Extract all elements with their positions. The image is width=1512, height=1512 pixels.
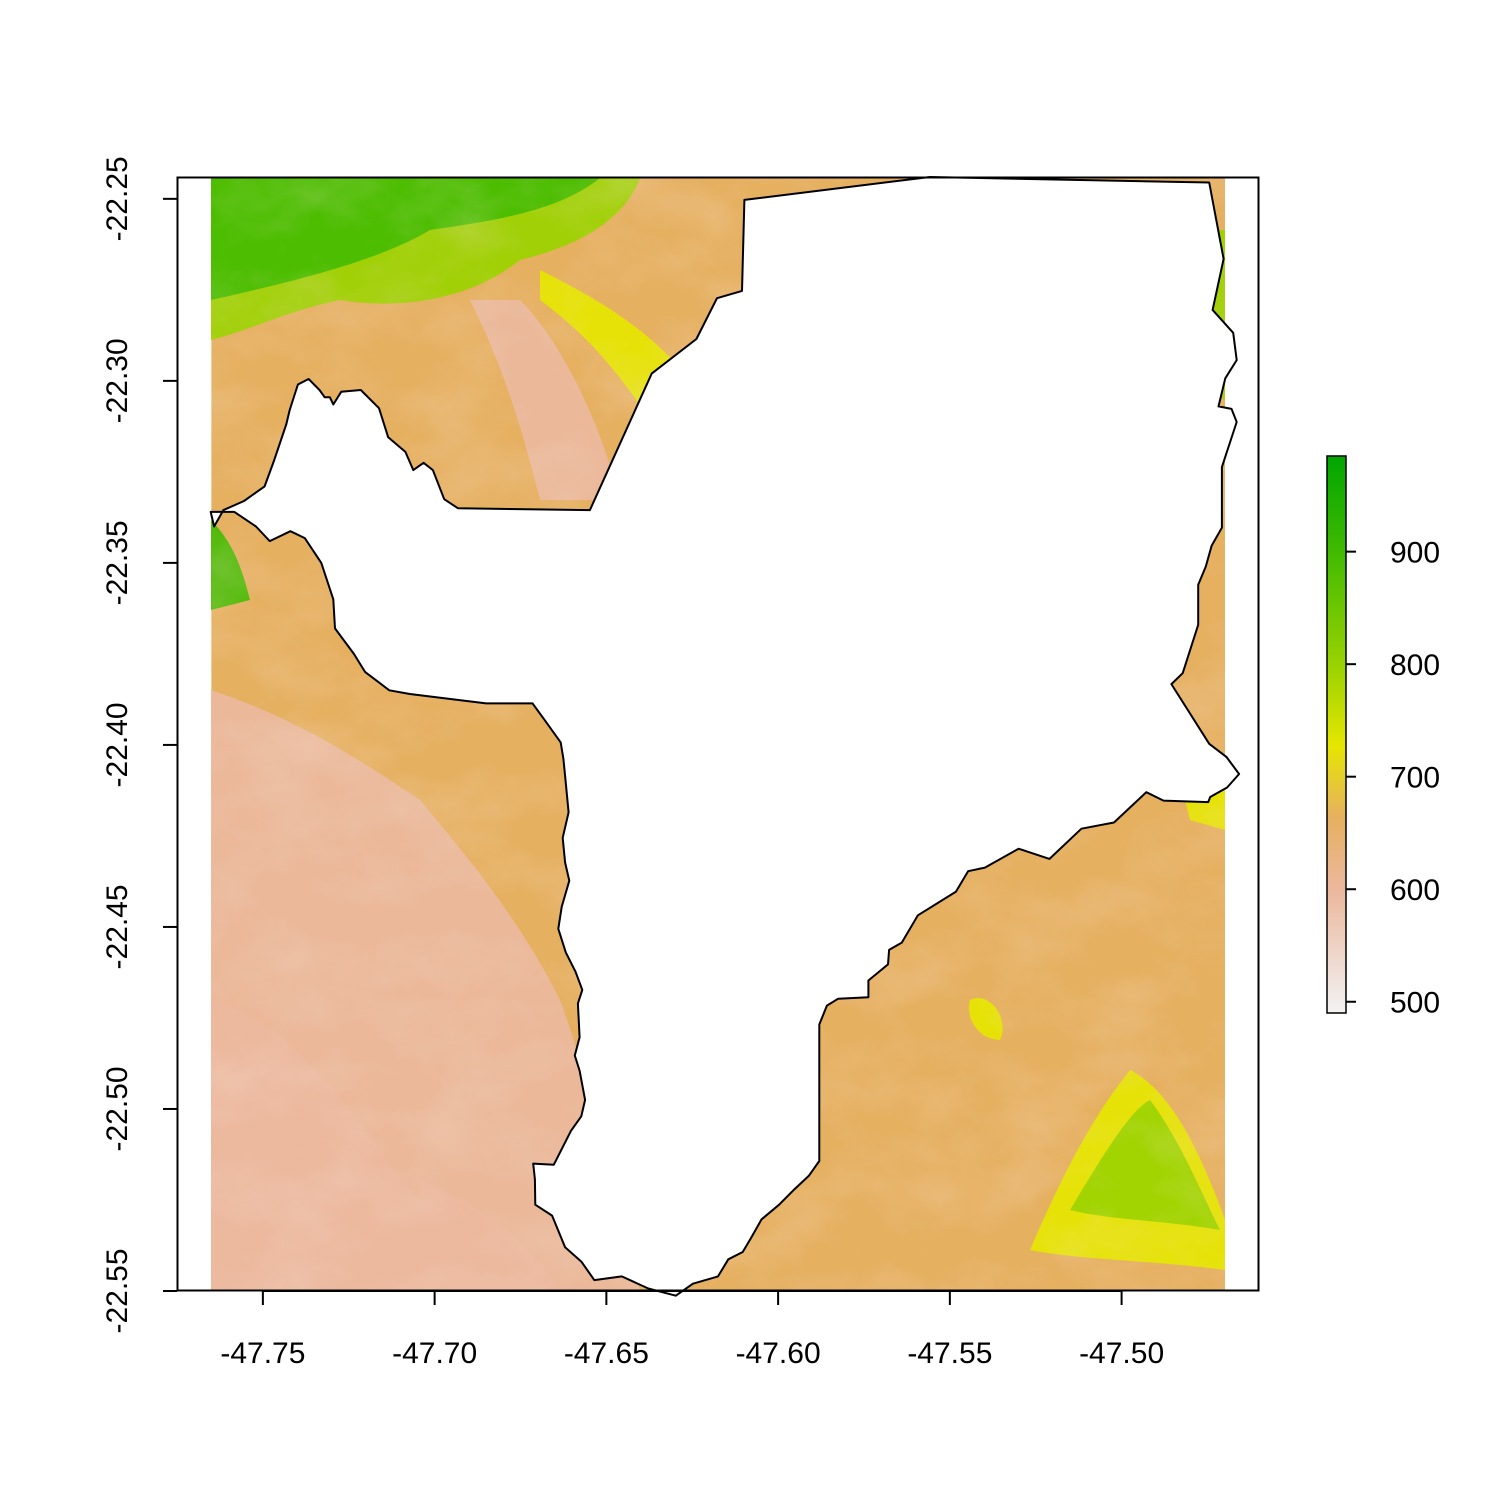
y-tick-label: -22.35	[101, 520, 134, 605]
legend-tick-label: 500	[1390, 987, 1440, 1020]
legend-tick-label: 900	[1390, 537, 1440, 570]
x-tick-label: -47.60	[736, 1337, 821, 1370]
legend-ticks: 500 600 700 800 900	[1346, 537, 1440, 1020]
y-axis: -22.25 -22.30 -22.35 -22.40 -22.45 -22.50 -22.…	[101, 156, 177, 1334]
municipality-boundary	[209, 176, 1241, 1297]
elevation-legend: 500 600 700 800 900	[1326, 455, 1440, 1020]
legend-tick-label: 700	[1390, 762, 1440, 795]
y-tick-label: -22.25	[101, 156, 134, 241]
legend-tick-label: 600	[1390, 874, 1440, 907]
x-tick-label: -47.65	[564, 1337, 649, 1370]
y-tick-label: -22.30	[101, 338, 134, 423]
y-tick-label: -22.55	[101, 1248, 134, 1333]
x-axis: -47.75 -47.70 -47.65 -47.60 -47.55 -47.50	[220, 1290, 1164, 1370]
x-tick-label: -47.75	[220, 1337, 305, 1370]
legend-tick-label: 800	[1390, 649, 1440, 682]
y-tick-label: -22.40	[101, 702, 134, 787]
y-tick-label: -22.50	[101, 1066, 134, 1151]
legend-color-bar	[1326, 455, 1347, 1014]
y-tick-label: -22.45	[101, 884, 134, 969]
x-tick-label: -47.50	[1079, 1337, 1164, 1370]
x-tick-label: -47.70	[392, 1337, 477, 1370]
x-tick-label: -47.55	[907, 1337, 992, 1370]
